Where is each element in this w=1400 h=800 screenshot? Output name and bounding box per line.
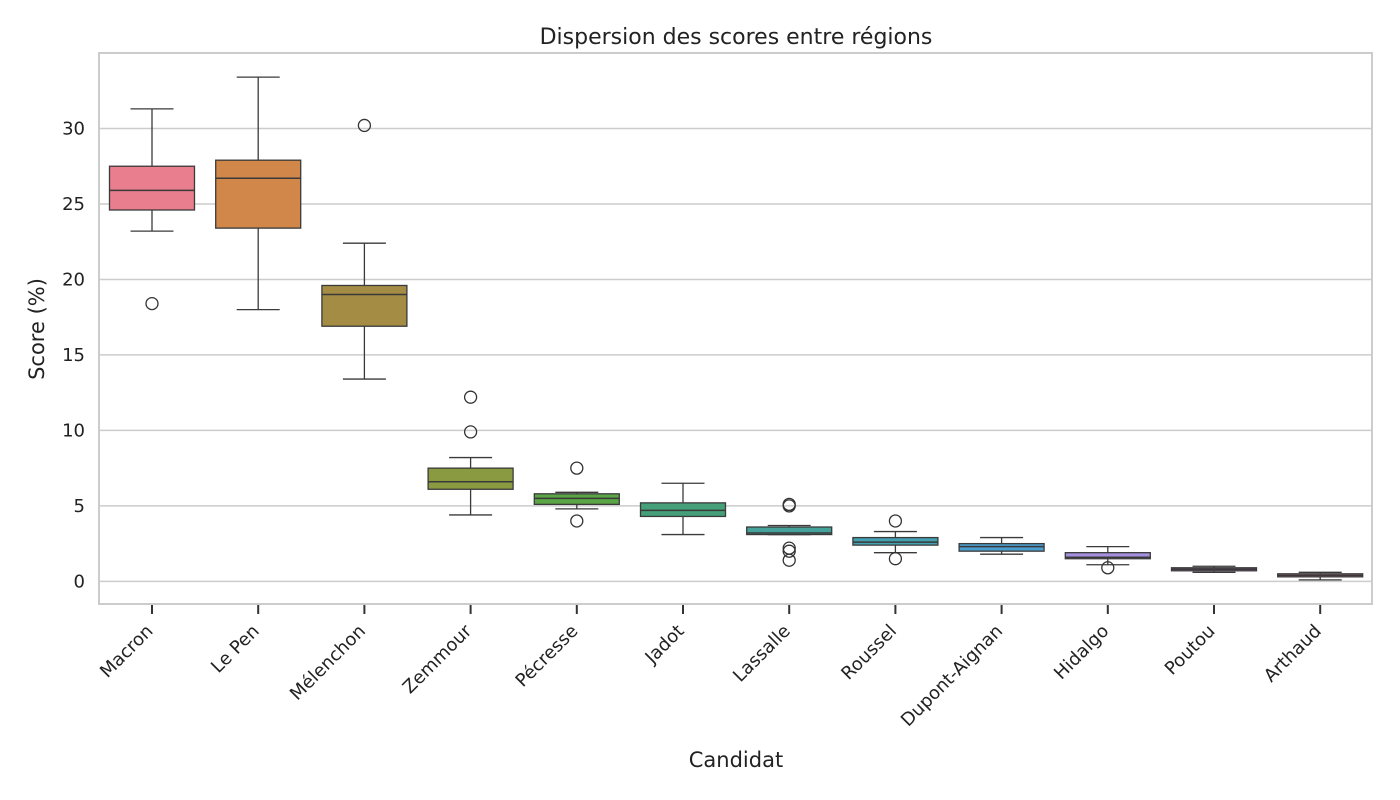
y-tick-label: 10 <box>62 420 85 441</box>
box-5 <box>533 461 620 528</box>
iqr-box <box>215 159 302 229</box>
boxes <box>108 76 1364 581</box>
y-tick-label: 20 <box>62 269 85 290</box>
y-tick-label: 0 <box>74 571 85 592</box>
x-tick-label: Hidalgo <box>1050 621 1113 684</box>
gridlines <box>99 127 1372 583</box>
y-tick-label: 30 <box>62 118 85 139</box>
x-tick-label: Macron <box>96 621 157 682</box>
box-7 <box>746 497 833 567</box>
x-tick-label: Le Pen <box>207 621 264 678</box>
iqr-box <box>108 165 196 211</box>
outlier-point <box>782 544 796 558</box>
x-tick-label: Arthaud <box>1260 621 1326 687</box>
box-9 <box>958 536 1045 555</box>
x-axis-label: Candidat <box>689 748 783 772</box>
iqr-box <box>427 467 514 490</box>
outlier-point <box>782 541 796 555</box>
outlier-point <box>888 552 903 566</box>
outlier-point <box>888 514 903 528</box>
outlier-point <box>463 390 478 404</box>
box-1 <box>108 108 196 311</box>
box-6 <box>639 482 727 536</box>
outlier-point <box>570 514 584 528</box>
box-2 <box>215 76 302 311</box>
outlier-point <box>782 497 796 512</box>
x-tick-label: Dupont-Aignan <box>897 621 1007 731</box>
outlier-point <box>782 553 796 567</box>
x-tick-label: Jadot <box>641 621 689 669</box>
x-tick-label: Lassalle <box>729 621 795 687</box>
x-tick-label: Zemmour <box>399 620 477 698</box>
box-12 <box>1277 571 1364 581</box>
y-tick-label: 25 <box>62 194 85 215</box>
chart-title: Dispersion des scores entre régions <box>540 25 933 50</box>
box-11 <box>1170 565 1258 573</box>
x-tick-label: Poutou <box>1161 621 1220 680</box>
iqr-box <box>958 542 1045 552</box>
box-8 <box>852 514 939 566</box>
iqr-box <box>321 284 408 327</box>
y-tick-label: 15 <box>62 345 85 366</box>
y-tick-label: 5 <box>74 496 85 517</box>
iqr-box <box>1064 552 1151 560</box>
outlier-point <box>1101 561 1115 575</box>
iqr-box <box>533 493 620 506</box>
x-tick-label: Mélenchon <box>286 621 370 705</box>
iqr-box <box>639 502 727 518</box>
outlier-point <box>463 425 478 439</box>
plot-frame <box>98 52 1373 605</box>
box-3 <box>321 118 408 380</box>
outlier-point <box>145 296 159 311</box>
y-axis-label: Score (%) <box>25 278 49 380</box>
outlier-point <box>570 461 584 475</box>
x-tick-label: Pécresse <box>512 621 583 692</box>
box-10 <box>1064 545 1151 575</box>
x-tick-label: Roussel <box>837 621 901 685</box>
outlier-point <box>357 118 372 133</box>
iqr-box <box>852 536 939 546</box>
iqr-box <box>746 526 833 536</box>
box-4 <box>427 390 514 516</box>
